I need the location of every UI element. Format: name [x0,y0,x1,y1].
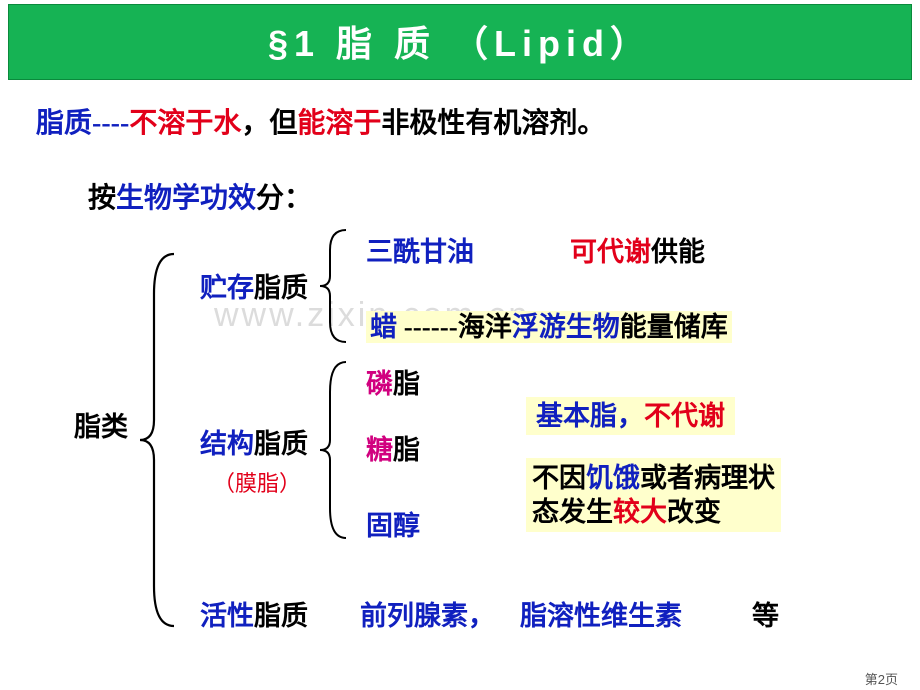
phospholipid: 磷脂 [366,364,420,404]
def-e: 非极性有机溶剂 [381,108,577,139]
n2d: 态 [532,497,559,527]
triacylglycerol: 三酰甘油 [366,232,474,272]
def-c: ，但 [241,108,297,139]
brace-structural-svg [316,358,352,542]
sterol: 固醇 [366,506,420,546]
tree-area: 脂类 贮存脂质 三酰甘油 可代谢供能 蜡 ------海洋浮游生物能量储库 [0,214,920,674]
triacylglycerol-note: 可代谢供能 [570,232,705,272]
active-tail: 等 [752,596,779,636]
def-a: 脂质---- [36,108,129,139]
storage-prefix: 贮存 [200,273,254,303]
content: 脂质----不溶于水，但能溶于非极性有机溶剂。 按生物学功效分： [0,80,920,216]
wax-d: 能量储库 [620,312,728,342]
glycolipid: 糖脂 [366,430,420,470]
active-suffix: 脂质 [254,601,308,631]
wax-hl: 蜡 ------海洋浮游生物能量储库 [366,311,732,343]
tag-b-b: 供能 [651,237,705,267]
wax-a: 蜡 [370,312,397,342]
structural-label: 结构脂质 [200,424,308,464]
cls-b: 生物学功效 [116,183,256,214]
brace-root [132,250,182,630]
n2a: 不因 [532,463,586,493]
classify-line: 按生物学功效分： [88,176,884,216]
base-a: 基本脂， [536,401,644,431]
n2f: 较大 [613,497,667,527]
g-a: 糖 [366,435,393,465]
title-bar: §1 脂 质 （Lipid） [8,4,912,80]
structural-suffix: 脂质 [254,429,308,459]
def-d: 能溶于 [297,108,381,139]
definition-line: 脂质----不溶于水，但能溶于非极性有机溶剂。 [36,102,884,146]
cls-c: 分： [256,183,312,214]
wax-dash: ------ [397,312,458,342]
brace-root-svg [132,250,182,630]
root-label: 脂类 [74,407,128,447]
g-b: 脂 [393,435,420,465]
base-note: 基本脂，不代谢 [526,396,735,436]
wax-line: 蜡 ------海洋浮游生物能量储库 [366,307,732,347]
structural-prefix: 结构 [200,429,254,459]
title-text: §1 脂 质 （Lipid） [268,23,652,64]
wax-b: 海洋 [458,312,512,342]
p-a: 磷 [366,369,393,399]
active-a: 前列腺素， [360,596,495,636]
note2-hl: 不因饥饿或者病理状 态发生较大改变 [526,458,781,532]
slide: §1 脂 质 （Lipid） 脂质----不溶于水，但能溶于非极性有机溶剂。 按… [0,4,920,690]
brace-structural [316,358,352,542]
brace-storage-svg [316,226,352,346]
p-b: 脂 [393,369,420,399]
base-hl: 基本脂，不代谢 [526,397,735,435]
page-footer: 第2页 [865,669,898,688]
tag-b-a: 可代谢 [570,237,651,267]
cls-a: 按 [88,183,116,214]
base-b: 不代谢 [644,401,725,431]
n2c: 或者病理状 [640,463,775,493]
storage-label: 贮存脂质 [200,268,308,308]
wax-c: 浮游生物 [512,312,620,342]
n2g: 改变 [667,497,721,527]
structural-note: （膜脂） [213,464,301,504]
storage-suffix: 脂质 [254,273,308,303]
brace-storage [316,226,352,346]
active-prefix: 活性 [200,601,254,631]
def-b: 不溶于水 [129,108,241,139]
active-label: 活性脂质 [200,596,308,636]
n2e: 发生 [559,497,613,527]
n2b: 饥饿 [586,463,640,493]
structural-note2: 不因饥饿或者病理状 态发生较大改变 [526,458,846,532]
def-f: 。 [577,108,605,139]
active-b: 脂溶性维生素 [520,596,682,636]
